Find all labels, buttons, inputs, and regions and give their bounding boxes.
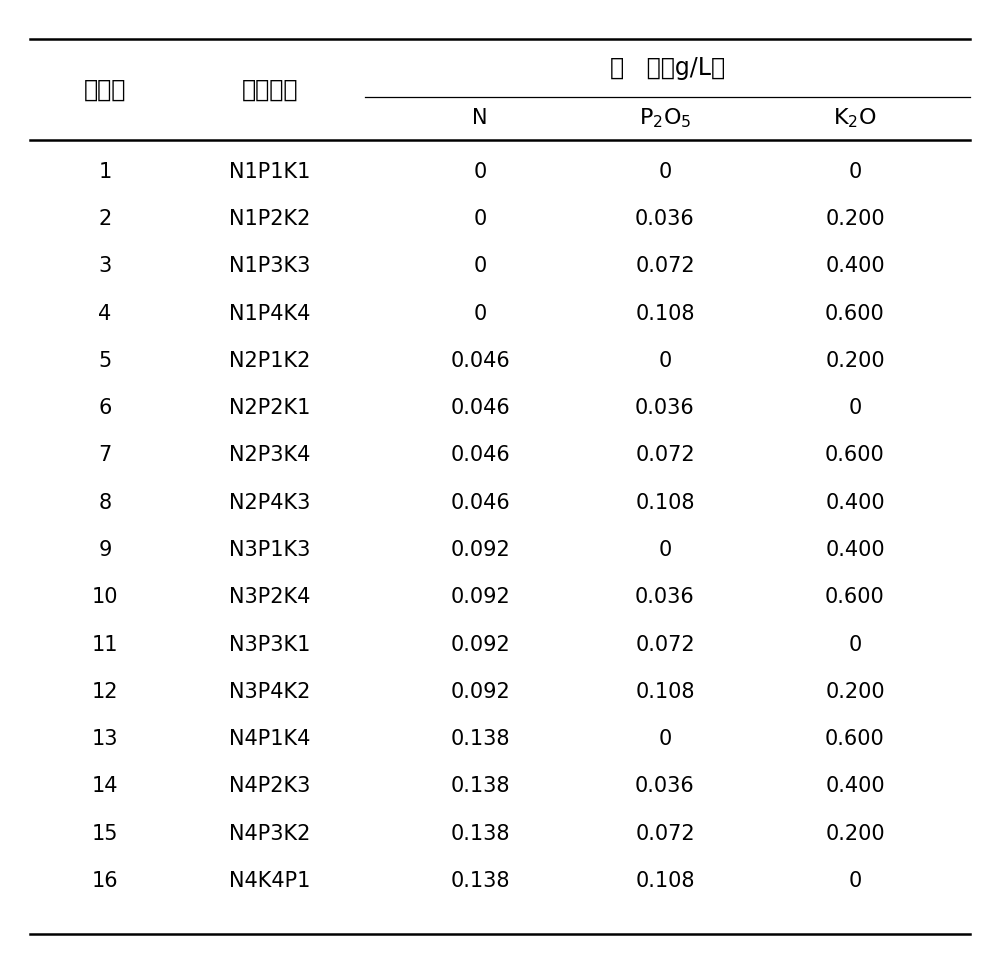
Text: 0.036: 0.036 (635, 588, 695, 607)
Text: 0.138: 0.138 (450, 824, 510, 843)
Text: 0.200: 0.200 (825, 209, 885, 229)
Text: 16: 16 (92, 871, 118, 891)
Text: 试验设计: 试验设计 (242, 77, 298, 101)
Text: 0.072: 0.072 (635, 257, 695, 276)
Text: 0.600: 0.600 (825, 304, 885, 323)
Text: N3P1K3: N3P1K3 (229, 540, 311, 560)
Text: 3: 3 (98, 257, 112, 276)
Text: 0.108: 0.108 (635, 871, 695, 891)
Text: 0.036: 0.036 (635, 209, 695, 229)
Text: 0.138: 0.138 (450, 777, 510, 796)
Text: 0.200: 0.200 (825, 351, 885, 371)
Text: 0.072: 0.072 (635, 824, 695, 843)
Text: 0.400: 0.400 (825, 540, 885, 560)
Text: 9: 9 (98, 540, 112, 560)
Text: 7: 7 (98, 446, 112, 465)
Text: N3P2K4: N3P2K4 (229, 588, 311, 607)
Text: N4K4P1: N4K4P1 (229, 871, 311, 891)
Text: 0.046: 0.046 (450, 399, 510, 418)
Text: 0: 0 (658, 730, 672, 749)
Text: 0.072: 0.072 (635, 635, 695, 654)
Text: 10: 10 (92, 588, 118, 607)
Text: N2P1K2: N2P1K2 (229, 351, 311, 371)
Text: 15: 15 (92, 824, 118, 843)
Text: 0: 0 (848, 871, 862, 891)
Text: 0.400: 0.400 (825, 493, 885, 512)
Text: 0.600: 0.600 (825, 730, 885, 749)
Text: N2P2K1: N2P2K1 (229, 399, 311, 418)
Text: 0: 0 (473, 304, 487, 323)
Text: 0.108: 0.108 (635, 493, 695, 512)
Text: 12: 12 (92, 682, 118, 702)
Text: 0: 0 (473, 209, 487, 229)
Text: 0.108: 0.108 (635, 682, 695, 702)
Text: 0.036: 0.036 (635, 777, 695, 796)
Text: 13: 13 (92, 730, 118, 749)
Text: 1: 1 (98, 162, 112, 181)
Text: 0: 0 (473, 162, 487, 181)
Text: 0: 0 (848, 162, 862, 181)
Text: 0.092: 0.092 (450, 635, 510, 654)
Text: 0: 0 (658, 162, 672, 181)
Text: 0.092: 0.092 (450, 682, 510, 702)
Text: N1P2K2: N1P2K2 (229, 209, 311, 229)
Text: 0.072: 0.072 (635, 446, 695, 465)
Text: 14: 14 (92, 777, 118, 796)
Text: 0.138: 0.138 (450, 730, 510, 749)
Text: 0: 0 (658, 351, 672, 371)
Text: 0.138: 0.138 (450, 871, 510, 891)
Text: N3P4K2: N3P4K2 (229, 682, 311, 702)
Text: 0.200: 0.200 (825, 824, 885, 843)
Text: 0.092: 0.092 (450, 540, 510, 560)
Text: 0.108: 0.108 (635, 304, 695, 323)
Text: 8: 8 (98, 493, 112, 512)
Text: 0.400: 0.400 (825, 257, 885, 276)
Text: N1P1K1: N1P1K1 (229, 162, 311, 181)
Text: 0.046: 0.046 (450, 351, 510, 371)
Text: 0.036: 0.036 (635, 399, 695, 418)
Text: 0.092: 0.092 (450, 588, 510, 607)
Text: N1P4K4: N1P4K4 (229, 304, 311, 323)
Text: 因   素（g/L）: 因 素（g/L） (610, 56, 725, 79)
Text: $\mathrm{P_2O_5}$: $\mathrm{P_2O_5}$ (639, 106, 691, 130)
Text: N1P3K3: N1P3K3 (229, 257, 311, 276)
Text: 11: 11 (92, 635, 118, 654)
Text: 0.600: 0.600 (825, 588, 885, 607)
Text: 0.046: 0.046 (450, 493, 510, 512)
Text: N2P3K4: N2P3K4 (229, 446, 311, 465)
Text: 4: 4 (98, 304, 112, 323)
Text: $\mathrm{K_2O}$: $\mathrm{K_2O}$ (833, 106, 877, 130)
Text: 0: 0 (658, 540, 672, 560)
Text: 0: 0 (848, 635, 862, 654)
Text: 0.046: 0.046 (450, 446, 510, 465)
Text: 0: 0 (473, 257, 487, 276)
Text: N4P1K4: N4P1K4 (229, 730, 311, 749)
Text: 0: 0 (848, 399, 862, 418)
Text: 6: 6 (98, 399, 112, 418)
Text: N4P2K3: N4P2K3 (229, 777, 311, 796)
Text: N3P3K1: N3P3K1 (229, 635, 311, 654)
Text: N2P4K3: N2P4K3 (229, 493, 311, 512)
Text: 处理号: 处理号 (84, 77, 126, 101)
Text: 0.400: 0.400 (825, 777, 885, 796)
Text: N: N (472, 108, 488, 128)
Text: 2: 2 (98, 209, 112, 229)
Text: 5: 5 (98, 351, 112, 371)
Text: 0.200: 0.200 (825, 682, 885, 702)
Text: 0.600: 0.600 (825, 446, 885, 465)
Text: N4P3K2: N4P3K2 (229, 824, 311, 843)
